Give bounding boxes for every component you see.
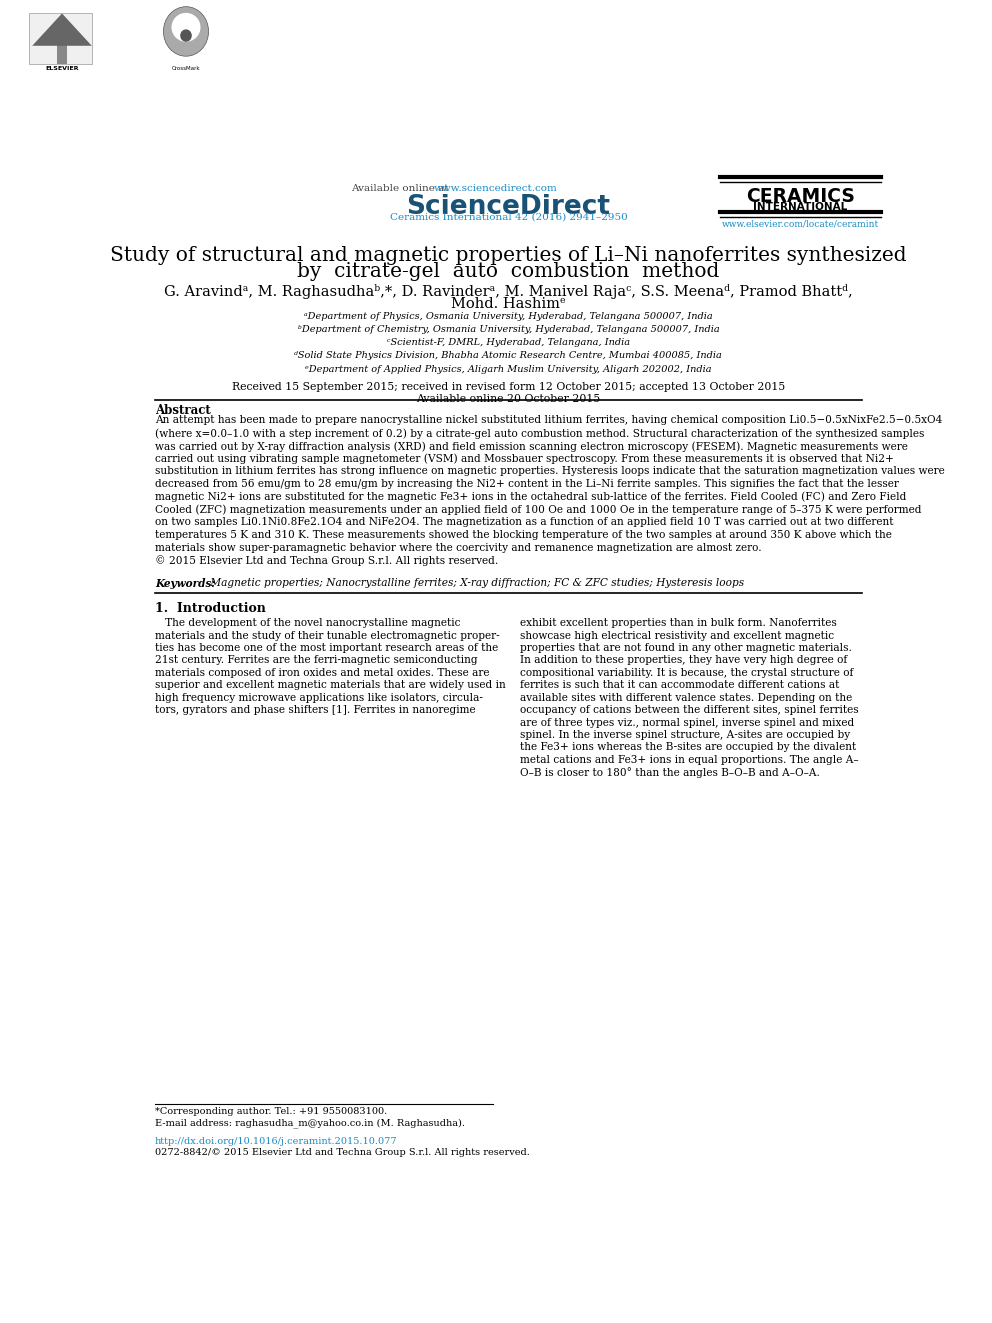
Text: tors, gyrators and phase shifters [1]. Ferrites in nanoregime: tors, gyrators and phase shifters [1]. F… [155,705,475,716]
Bar [57,40,67,65]
Text: the Fe3+ ions whereas the B-sites are occupied by the divalent: the Fe3+ ions whereas the B-sites are oc… [520,742,856,753]
Text: superior and excellent magnetic materials that are widely used in: superior and excellent magnetic material… [155,680,506,691]
Text: high frequency microwave applications like isolators, circula-: high frequency microwave applications li… [155,693,483,703]
Text: (where x=0.0–1.0 with a step increment of 0.2) by a citrate-gel auto combustion : (where x=0.0–1.0 with a step increment o… [155,429,925,439]
Circle shape [181,29,191,42]
Text: spinel. In the inverse spinel structure, A-sites are occupied by: spinel. In the inverse spinel structure,… [520,730,850,740]
Ellipse shape [172,13,200,42]
Bar [29,13,91,65]
Text: www.elsevier.com/locate/ceramint: www.elsevier.com/locate/ceramint [722,220,879,229]
Text: E-mail address: raghasudha_m@yahoo.co.in (M. Raghasudha).: E-mail address: raghasudha_m@yahoo.co.in… [155,1118,464,1129]
Text: 0272-8842/© 2015 Elsevier Ltd and Techna Group S.r.l. All rights reserved.: 0272-8842/© 2015 Elsevier Ltd and Techna… [155,1148,530,1156]
Text: G. Aravindᵃ, M. Raghasudhaᵇ,*, D. Ravinderᵃ, M. Manivel Rajaᶜ, S.S. Meenaᵈ, Pram: G. Aravindᵃ, M. Raghasudhaᵇ,*, D. Ravind… [164,284,853,299]
Text: metal cations and Fe3+ ions in equal proportions. The angle A–: metal cations and Fe3+ ions in equal pro… [520,755,858,765]
Text: Ceramics International 42 (2016) 2941–2950: Ceramics International 42 (2016) 2941–29… [390,213,627,222]
Text: Received 15 September 2015; received in revised form 12 October 2015; accepted 1: Received 15 September 2015; received in … [232,382,785,392]
Text: temperatures 5 K and 310 K. These measurements showed the blocking temperature o: temperatures 5 K and 310 K. These measur… [155,531,892,540]
Text: http://dx.doi.org/10.1016/j.ceramint.2015.10.077: http://dx.doi.org/10.1016/j.ceramint.201… [155,1136,398,1146]
Text: ties has become one of the most important research areas of the: ties has become one of the most importan… [155,643,498,654]
Text: are of three types viz., normal spinel, inverse spinel and mixed: are of three types viz., normal spinel, … [520,717,854,728]
Text: materials composed of iron oxides and metal oxides. These are: materials composed of iron oxides and me… [155,668,489,677]
Text: showcase high electrical resistivity and excellent magnetic: showcase high electrical resistivity and… [520,631,834,640]
Text: 21st century. Ferrites are the ferri-magnetic semiconducting: 21st century. Ferrites are the ferri-mag… [155,655,477,665]
Text: 1.  Introduction: 1. Introduction [155,602,266,615]
Text: was carried out by X-ray diffraction analysis (XRD) and field emission scanning : was carried out by X-ray diffraction ana… [155,441,908,451]
Text: compositional variability. It is because, the crystal structure of: compositional variability. It is because… [520,668,853,677]
Text: ᵇDepartment of Chemistry, Osmania University, Hyderabad, Telangana 500007, India: ᵇDepartment of Chemistry, Osmania Univer… [298,325,719,333]
Text: materials and the study of their tunable electromagnetic proper-: materials and the study of their tunable… [155,631,499,640]
Text: occupancy of cations between the different sites, spinel ferrites: occupancy of cations between the differe… [520,705,858,716]
Text: ᵃDepartment of Physics, Osmania University, Hyderabad, Telangana 500007, India: ᵃDepartment of Physics, Osmania Universi… [304,312,713,320]
Text: exhibit excellent properties than in bulk form. Nanoferrites: exhibit excellent properties than in bul… [520,618,836,628]
Text: CrossMark: CrossMark [172,66,200,70]
Text: Mohd. Hashimᵉ: Mohd. Hashimᵉ [451,298,565,311]
Text: ᵈSolid State Physics Division, Bhabha Atomic Research Centre, Mumbai 400085, Ind: ᵈSolid State Physics Division, Bhabha At… [295,352,722,360]
Text: materials show super-paramagnetic behavior where the coercivity and remanence ma: materials show super-paramagnetic behavi… [155,542,762,553]
Text: Magnetic properties; Nanocrystalline ferrites; X-ray diffraction; FC & ZFC studi: Magnetic properties; Nanocrystalline fer… [207,578,744,589]
Text: ᵉDepartment of Applied Physics, Aligarh Muslim University, Aligarh 202002, India: ᵉDepartment of Applied Physics, Aligarh … [306,365,711,373]
Text: O–B is closer to 180° than the angles B–O–B and A–O–A.: O–B is closer to 180° than the angles B–… [520,767,819,778]
Text: © 2015 Elsevier Ltd and Techna Group S.r.l. All rights reserved.: © 2015 Elsevier Ltd and Techna Group S.r… [155,556,498,566]
Text: *Corresponding author. Tel.: +91 9550083100.: *Corresponding author. Tel.: +91 9550083… [155,1107,387,1117]
Text: Keywords:: Keywords: [155,578,215,590]
Text: on two samples Li0.1Ni0.8Fe2.1O4 and NiFe2O4. The magnetization as a function of: on two samples Li0.1Ni0.8Fe2.1O4 and NiF… [155,517,893,528]
Polygon shape [32,13,91,46]
Text: magnetic Ni2+ ions are substituted for the magnetic Fe3+ ions in the octahedral : magnetic Ni2+ ions are substituted for t… [155,492,906,503]
Text: ferrites is such that it can accommodate different cations at: ferrites is such that it can accommodate… [520,680,839,691]
Text: by  citrate-gel  auto  combustion  method: by citrate-gel auto combustion method [298,262,719,280]
Text: Abstract: Abstract [155,405,210,417]
Text: The development of the novel nanocrystalline magnetic: The development of the novel nanocrystal… [155,618,460,628]
Text: Study of structural and magnetic properties of Li–Ni nanoferrites synthesized: Study of structural and magnetic propert… [110,246,907,266]
Text: In addition to these properties, they have very high degree of: In addition to these properties, they ha… [520,655,847,665]
Text: ELSEVIER: ELSEVIER [46,66,78,71]
Text: INTERNATIONAL: INTERNATIONAL [753,201,848,212]
Text: decreased from 56 emu/gm to 28 emu/gm by increasing the Ni2+ content in the Li–N: decreased from 56 emu/gm to 28 emu/gm by… [155,479,899,490]
Text: CERAMICS: CERAMICS [746,188,855,206]
Text: Cooled (ZFC) magnetization measurements under an applied field of 100 Oe and 100: Cooled (ZFC) magnetization measurements … [155,504,922,515]
Text: An attempt has been made to prepare nanocrystalline nickel substituted lithium f: An attempt has been made to prepare nano… [155,415,942,426]
Text: ScienceDirect: ScienceDirect [407,194,610,221]
Text: www.sciencedirect.com: www.sciencedirect.com [434,184,558,193]
Text: properties that are not found in any other magnetic materials.: properties that are not found in any oth… [520,643,852,654]
Text: carried out using vibrating sample magnetometer (VSM) and Mossbauer spectroscopy: carried out using vibrating sample magne… [155,454,894,464]
Text: ᶜScientist-F, DMRL, Hyderabad, Telangana, India: ᶜScientist-F, DMRL, Hyderabad, Telangana… [387,339,630,347]
Text: available sites with different valence states. Depending on the: available sites with different valence s… [520,693,852,703]
Text: Available online at: Available online at [351,184,451,193]
Text: Available online 20 October 2015: Available online 20 October 2015 [417,394,600,404]
Ellipse shape [164,7,208,56]
Text: substitution in lithium ferrites has strong influence on magnetic properties. Hy: substitution in lithium ferrites has str… [155,467,944,476]
